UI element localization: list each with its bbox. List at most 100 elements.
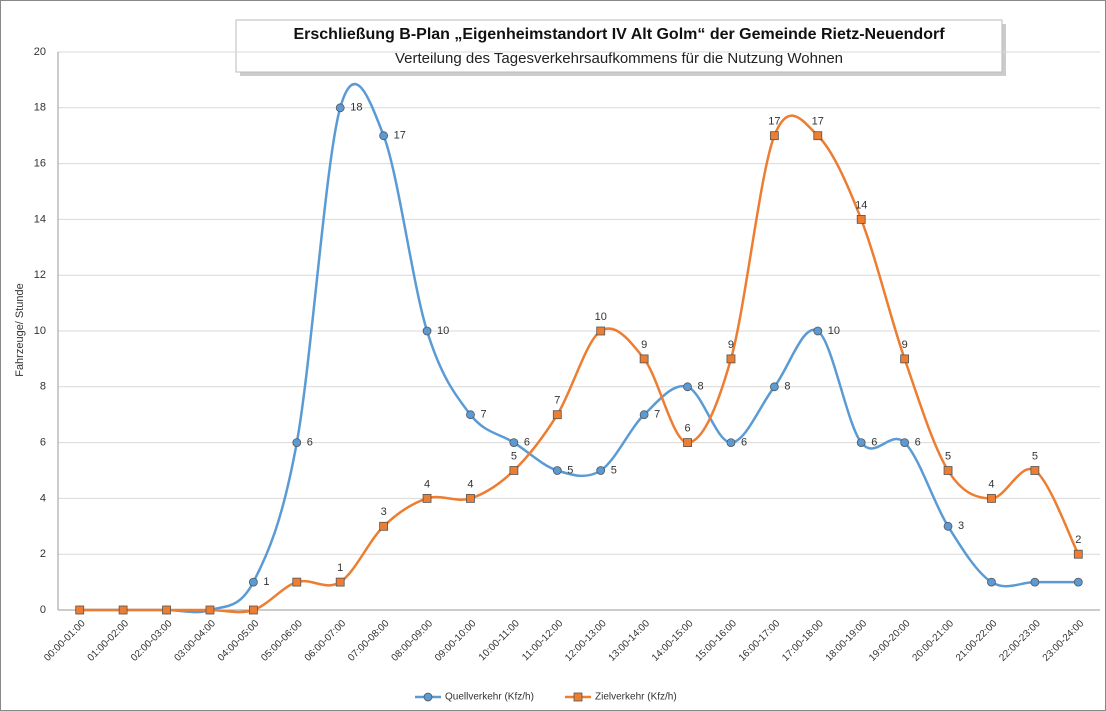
data-label: 5	[611, 464, 617, 476]
data-label: 17	[812, 116, 824, 128]
data-label: 9	[728, 339, 734, 351]
y-axis-label: Fahrzeuge/ Stunde	[14, 283, 26, 377]
y-tick-label: 0	[40, 604, 46, 616]
data-point	[987, 493, 996, 503]
data-point	[987, 577, 996, 587]
data-point	[639, 354, 649, 364]
data-label: 17	[394, 130, 406, 142]
data-label: 14	[855, 199, 867, 211]
data-point	[769, 131, 779, 141]
data-point	[509, 466, 519, 475]
data-label: 17	[768, 116, 780, 128]
data-point	[292, 438, 302, 448]
series-line	[79, 82, 1079, 614]
data-point	[769, 382, 779, 392]
data-label: 5	[1032, 450, 1038, 462]
chart-title: Erschließung B-Plan „Eigenheimstandort I…	[293, 26, 945, 43]
data-label: 6	[307, 437, 313, 449]
data-point	[75, 605, 85, 615]
data-point	[856, 214, 866, 224]
data-label: 7	[654, 409, 660, 421]
data-label: 3	[958, 520, 964, 532]
data-point	[813, 131, 823, 141]
legend-marker	[423, 692, 433, 702]
data-label: 5	[511, 450, 517, 462]
y-tick-label: 6	[40, 437, 46, 449]
data-point	[552, 410, 562, 420]
y-tick-label: 10	[34, 325, 46, 337]
data-point	[683, 382, 692, 392]
data-point	[900, 438, 910, 448]
data-label: 6	[684, 423, 690, 435]
data-label: 7	[480, 409, 486, 421]
data-label: 5	[567, 464, 573, 476]
data-label: 6	[915, 437, 921, 449]
legend-label: Quellverkehr (Kfz/h)	[445, 692, 534, 703]
data-point	[422, 493, 432, 503]
data-point	[726, 354, 736, 364]
data-point	[1073, 577, 1083, 587]
series-line	[79, 114, 1080, 614]
title-box	[235, 19, 1003, 73]
data-label: 2	[1075, 534, 1081, 546]
data-label: 1	[263, 576, 269, 588]
data-point	[335, 103, 345, 113]
data-label: 10	[437, 325, 449, 337]
data-label: 1	[337, 562, 343, 574]
data-label: 18	[350, 102, 362, 114]
data-point	[596, 466, 606, 475]
data-point	[422, 326, 432, 336]
data-label: 4	[424, 478, 430, 490]
legend-marker	[573, 692, 583, 702]
data-point	[639, 410, 649, 420]
data-label: 7	[554, 395, 560, 407]
data-point	[1030, 577, 1040, 587]
data-point	[379, 131, 389, 141]
data-label: 6	[871, 437, 877, 449]
data-point	[466, 493, 475, 503]
y-tick-label: 2	[40, 548, 46, 560]
data-label: 10	[595, 311, 607, 323]
data-point	[900, 354, 910, 364]
data-label: 9	[641, 339, 647, 351]
data-point	[596, 326, 606, 336]
data-point	[683, 438, 692, 448]
y-tick-label: 4	[40, 492, 46, 504]
data-label: 3	[381, 506, 387, 518]
data-point	[292, 577, 302, 587]
data-point	[813, 326, 823, 336]
data-label: 10	[828, 325, 840, 337]
data-point	[1073, 549, 1083, 559]
y-tick-label: 18	[34, 102, 46, 114]
data-point	[943, 521, 953, 531]
data-label: 6	[524, 437, 530, 449]
data-label: 8	[698, 381, 704, 393]
data-label: 5	[945, 450, 951, 462]
data-point	[856, 438, 866, 448]
data-point	[509, 438, 519, 448]
data-point	[552, 466, 562, 475]
data-label: 4	[988, 478, 994, 490]
data-point	[248, 605, 258, 615]
y-tick-label: 12	[34, 269, 46, 281]
data-point	[726, 438, 736, 448]
data-point	[466, 410, 475, 420]
data-label: 9	[902, 339, 908, 351]
data-point	[162, 605, 171, 615]
chart-subtitle: Verteilung des Tagesverkehrsaufkommens f…	[395, 50, 843, 67]
data-point	[205, 605, 215, 615]
y-tick-label: 8	[40, 381, 46, 393]
data-label: 6	[741, 437, 747, 449]
data-point	[1030, 466, 1040, 475]
data-label: 4	[467, 478, 473, 490]
data-point	[943, 466, 953, 475]
data-point	[379, 521, 389, 531]
data-point	[335, 577, 345, 587]
y-tick-label: 16	[34, 158, 46, 170]
data-point	[118, 605, 128, 615]
y-tick-label: 14	[34, 213, 46, 225]
y-tick-label: 20	[34, 46, 46, 58]
data-label: 8	[784, 381, 790, 393]
